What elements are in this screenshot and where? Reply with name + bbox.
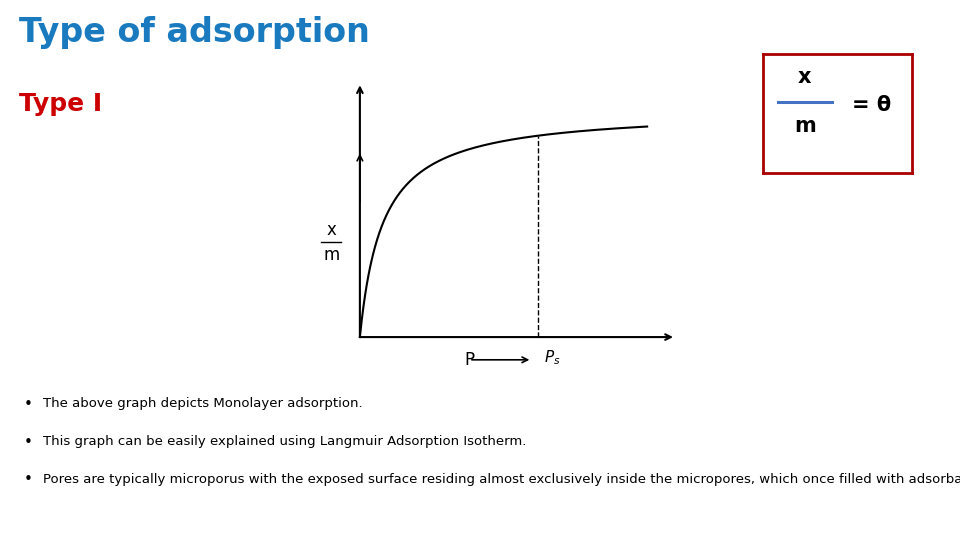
Text: Type of adsorption: Type of adsorption [19,16,370,49]
Text: •: • [24,435,33,450]
Text: This graph can be easily explained using Langmuir Adsorption Isotherm.: This graph can be easily explained using… [43,435,527,448]
Text: x: x [798,68,811,87]
Text: P: P [465,351,475,369]
Text: Pores are typically microporus with the exposed surface residing almost exclusiv: Pores are typically microporus with the … [43,472,960,485]
Text: m: m [323,246,339,264]
Text: The above graph depicts Monolayer adsorption.: The above graph depicts Monolayer adsorp… [43,397,363,410]
Text: x: x [326,221,336,239]
Text: = θ: = θ [852,95,892,115]
Text: •: • [24,397,33,412]
Text: •: • [24,472,33,488]
Text: m: m [794,116,816,136]
Text: $P_s$: $P_s$ [543,348,561,367]
Text: Type I: Type I [19,92,103,116]
